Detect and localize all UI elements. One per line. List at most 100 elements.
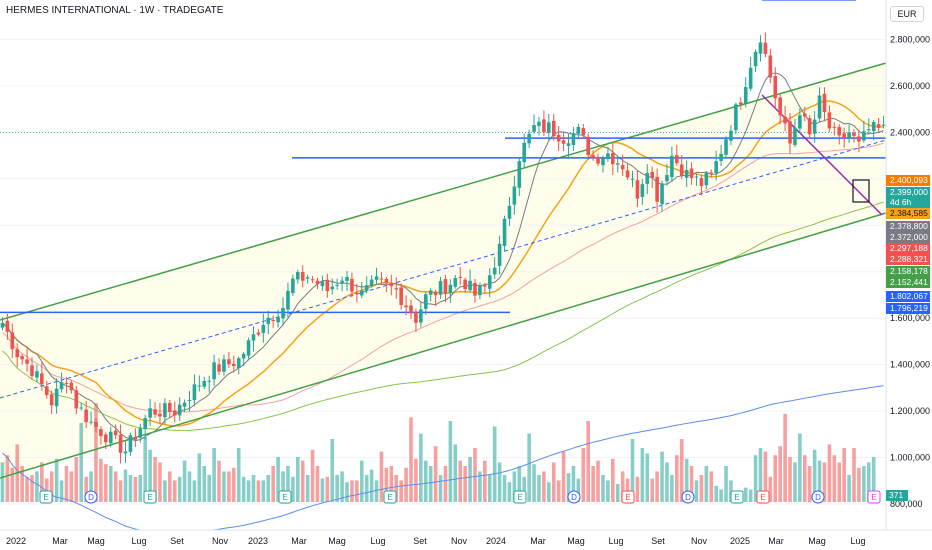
- volume-bar: [128, 475, 133, 502]
- volume-bar: [591, 466, 595, 502]
- price-axis-tick: 1.600,000: [890, 313, 930, 323]
- volume-bar: [463, 466, 467, 502]
- time-axis-tick: 2023: [248, 536, 268, 546]
- price-label-badge: [886, 277, 930, 288]
- candle-body: [591, 155, 595, 158]
- event-marker-label: E: [517, 493, 522, 502]
- volume-bar: [866, 462, 871, 502]
- dividend-marker: [84, 490, 98, 504]
- volume-bar: [177, 476, 182, 502]
- channel-upper-line: [0, 62, 887, 321]
- candle-body: [822, 93, 827, 113]
- time-axis-tick: Mag: [328, 536, 346, 546]
- event-marker-label: E: [734, 493, 739, 502]
- price-label-text: 2.384,585: [890, 208, 928, 218]
- candle-body: [675, 155, 679, 164]
- volume-bar: [163, 480, 167, 502]
- candle-body: [84, 409, 88, 423]
- candle-body: [571, 133, 576, 145]
- volume-bar: [0, 462, 5, 502]
- volume-bar: [729, 480, 733, 502]
- candle-body: [773, 76, 778, 99]
- volume-bar: [783, 413, 787, 502]
- candle-body: [20, 356, 24, 360]
- candle-body: [89, 421, 93, 423]
- price-label-badge: [886, 291, 930, 302]
- candle-body: [384, 278, 389, 283]
- volume-bar: [802, 455, 807, 502]
- price-label-badge: [886, 254, 930, 265]
- event-marker-label: E: [760, 493, 765, 502]
- volume-bar: [512, 471, 517, 502]
- time-axis-tick: Lug: [608, 536, 623, 546]
- price-label-text: 2.372,000: [890, 232, 928, 242]
- candle-body: [54, 388, 59, 407]
- volume-bar: [335, 475, 339, 502]
- candle-body: [606, 153, 610, 160]
- volume-bar: [266, 475, 271, 502]
- volume-bar: [227, 471, 231, 502]
- candle-body: [778, 97, 782, 116]
- volume-bar: [561, 451, 566, 502]
- candle-body: [492, 267, 497, 275]
- candle-body: [743, 87, 748, 104]
- volume-bar: [276, 457, 280, 502]
- candle-body: [300, 272, 305, 281]
- event-marker-label: E: [43, 493, 48, 502]
- time-axis-tick: Set: [651, 536, 665, 546]
- volume-bar: [817, 460, 822, 502]
- volume-bar: [832, 455, 837, 502]
- chart-title[interactable]: HERMES INTERNATIONAL · 1W · TRADEGATE: [6, 5, 224, 16]
- volume-bar: [443, 466, 448, 502]
- volume-bar: [261, 480, 266, 502]
- volume-bar: [133, 476, 138, 502]
- price-label-text: 4d 6h: [890, 197, 912, 207]
- dividend-marker: [567, 490, 581, 504]
- candle-body: [738, 102, 743, 105]
- candle-body: [423, 294, 428, 309]
- volume-bar: [340, 471, 344, 502]
- candle-body: [802, 113, 807, 117]
- candle-body: [310, 279, 315, 281]
- candle-body: [207, 380, 211, 382]
- candle-body: [532, 125, 536, 132]
- candle-body: [261, 324, 266, 333]
- event-marker-label: E: [625, 493, 630, 502]
- candle-body: [876, 124, 881, 128]
- volume-bar: [207, 475, 211, 502]
- volume-bar: [837, 462, 842, 502]
- volume-bar: [409, 417, 413, 502]
- volume-bar: [724, 466, 728, 502]
- candle-body: [842, 133, 846, 139]
- candle-body: [104, 434, 108, 443]
- candle-body: [49, 394, 54, 406]
- price-label-text: 2.152,441: [890, 277, 928, 287]
- candle-body: [202, 380, 207, 387]
- volume-bar: [606, 480, 610, 502]
- candle-body: [281, 307, 285, 319]
- candle-body: [94, 422, 98, 427]
- candle-body: [212, 362, 216, 380]
- volume-bar: [847, 475, 851, 502]
- price-label-badge: [886, 303, 930, 314]
- candle-body: [187, 399, 192, 401]
- volume-bar: [798, 433, 802, 502]
- candle-body: [369, 279, 374, 286]
- candle-body: [355, 292, 359, 295]
- candle-body: [330, 286, 335, 290]
- candle-body: [793, 127, 797, 145]
- volume-bar: [650, 478, 654, 502]
- candle-body: [694, 176, 699, 178]
- annotation-box: [852, 179, 870, 203]
- candle-body: [291, 278, 295, 294]
- volume-bar: [123, 469, 128, 502]
- candle-body: [866, 129, 871, 131]
- candle-body: [862, 131, 866, 141]
- price-label-text: 2.158,178: [890, 266, 928, 276]
- volume-label-text: 371: [889, 490, 903, 500]
- currency-badge[interactable]: EUR: [890, 6, 924, 22]
- candle-body: [374, 276, 379, 280]
- event-marker-label: E: [147, 493, 152, 502]
- volume-bar: [522, 476, 527, 502]
